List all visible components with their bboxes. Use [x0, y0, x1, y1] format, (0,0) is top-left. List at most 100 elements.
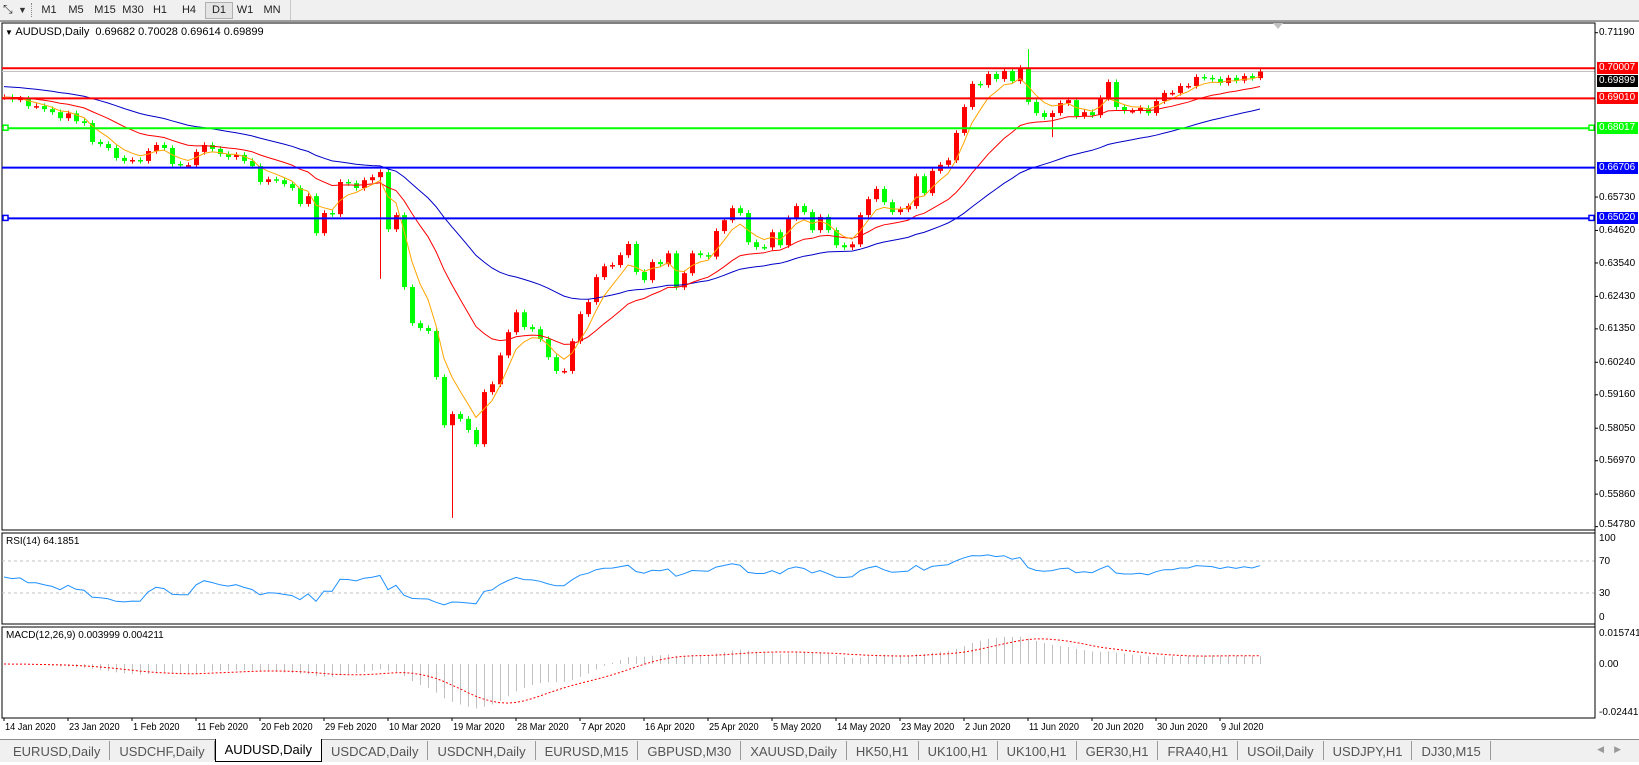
candle-body — [1050, 113, 1055, 117]
candle-body — [1018, 67, 1023, 82]
candle — [554, 354, 559, 374]
macd-tick-label: -0.024412 — [1599, 706, 1639, 718]
candle-body — [506, 332, 511, 356]
candle-body — [610, 265, 615, 267]
candle-body — [490, 384, 495, 393]
candle — [850, 241, 855, 251]
chart-tab[interactable]: EURUSD,Daily — [4, 741, 111, 760]
chart-shift-marker[interactable] — [1273, 23, 1283, 29]
candle-body — [1034, 101, 1039, 114]
price-tick-label: 0.54780 — [1599, 519, 1636, 530]
candle — [842, 242, 847, 251]
candle — [882, 186, 887, 205]
candle-body — [138, 160, 143, 162]
level-handle[interactable] — [2, 124, 9, 131]
candle — [714, 228, 719, 260]
line-tool-icon[interactable]: ⤡ — [3, 2, 13, 16]
chart-tab[interactable]: USDJPY,H1 — [1324, 741, 1413, 760]
candle-body — [50, 109, 55, 113]
candle — [114, 145, 119, 161]
chart-tab[interactable]: FRA40,H1 — [1158, 741, 1239, 760]
chart-tab[interactable]: DJ30,M15 — [1412, 741, 1491, 760]
chart-tab[interactable]: USDCHF,Daily — [110, 741, 215, 760]
scroll-right-icon[interactable]: ▶ — [1614, 744, 1631, 754]
candle — [730, 205, 735, 223]
level-handle[interactable] — [2, 214, 9, 222]
candle-body — [554, 357, 559, 372]
candle — [954, 130, 959, 164]
candle-body — [866, 199, 871, 216]
candle-body — [634, 244, 639, 272]
chart-tab[interactable]: UK100,H1 — [998, 741, 1077, 760]
candle-body — [658, 262, 663, 265]
date-tick-label: 14 May 2020 — [837, 722, 891, 733]
timeframe-m15[interactable]: M15 — [94, 4, 116, 16]
candle — [970, 81, 975, 110]
chart-tab[interactable]: USDCAD,Daily — [322, 741, 429, 760]
date-tick-label: 10 Mar 2020 — [389, 722, 441, 733]
timeframe-h1[interactable]: H1 — [152, 4, 168, 16]
candle — [162, 142, 167, 151]
date-tick-label: 7 Apr 2020 — [581, 722, 626, 733]
candle — [130, 157, 135, 164]
candle — [138, 157, 143, 164]
toolbar-grip[interactable] — [31, 3, 34, 17]
candle — [562, 368, 567, 374]
timeframe-mn[interactable]: MN — [263, 4, 281, 16]
macd-signal-line — [3, 638, 1260, 704]
timeframe-h4[interactable]: H4 — [181, 4, 197, 16]
chart-tab[interactable]: UK100,H1 — [919, 741, 998, 760]
candle-body — [818, 216, 823, 231]
candle — [378, 169, 383, 279]
timeframe-m30[interactable]: M30 — [122, 4, 144, 16]
candle — [34, 103, 39, 109]
date-tick-label: 11 Jun 2020 — [1029, 722, 1079, 733]
candle — [242, 152, 247, 164]
candle-body — [1106, 82, 1111, 99]
timeframe-m1[interactable]: M1 — [41, 4, 57, 16]
candle — [370, 174, 375, 183]
chart-tab[interactable]: EURUSD,M15 — [536, 741, 639, 760]
tab-scroll[interactable]: ◀▶ — [1597, 744, 1631, 755]
scroll-left-icon[interactable]: ◀ — [1597, 744, 1615, 754]
candle — [890, 199, 895, 215]
collapse-icon[interactable]: ▼ — [5, 28, 13, 37]
candle — [322, 210, 327, 236]
chart-tab[interactable]: AUDUSD,Daily — [214, 739, 323, 762]
chart-tab[interactable]: GER30,H1 — [1077, 741, 1159, 760]
candle-body — [1186, 85, 1191, 88]
candle — [506, 329, 511, 359]
chart-tab[interactable]: HK50,H1 — [847, 741, 919, 760]
candle-body — [850, 244, 855, 248]
date-tick-label: 14 Jan 2020 — [5, 722, 56, 733]
candle-body — [826, 216, 831, 231]
timeframe-m5[interactable]: M5 — [68, 4, 84, 16]
candle-body — [226, 154, 231, 158]
candle — [930, 168, 935, 196]
chart-tab[interactable]: XAUUSD,Daily — [741, 741, 847, 760]
chevron-down-icon[interactable]: ▼ — [18, 5, 27, 15]
timeframe-w1[interactable]: W1 — [236, 4, 254, 16]
timeframe-d1[interactable]: D1 — [205, 2, 233, 19]
level-handle[interactable] — [1588, 124, 1595, 131]
chart-tab[interactable]: GBPUSD,M30 — [638, 741, 742, 760]
level-handle[interactable] — [1588, 214, 1595, 222]
chart-tab[interactable]: USDCNH,Daily — [428, 741, 536, 760]
chart-tab[interactable]: USOil,Daily — [1238, 741, 1324, 760]
candle-body — [922, 176, 927, 194]
candle — [1218, 76, 1223, 86]
candle-body — [210, 144, 215, 149]
candle — [754, 239, 759, 250]
candle — [866, 196, 871, 218]
candle-body — [26, 98, 31, 107]
candle — [306, 193, 311, 207]
date-tick-label: 2 Jun 2020 — [965, 722, 1011, 733]
candle-body — [930, 170, 935, 194]
candle — [490, 381, 495, 395]
candle — [330, 210, 335, 217]
timeframe-toolbar: ⤡ ▼ M1 M5 M15 M30 H1 H4 D1 W1 MN — [0, 0, 1639, 21]
candle-body — [202, 144, 207, 152]
candle — [634, 241, 639, 275]
candle — [234, 152, 239, 160]
